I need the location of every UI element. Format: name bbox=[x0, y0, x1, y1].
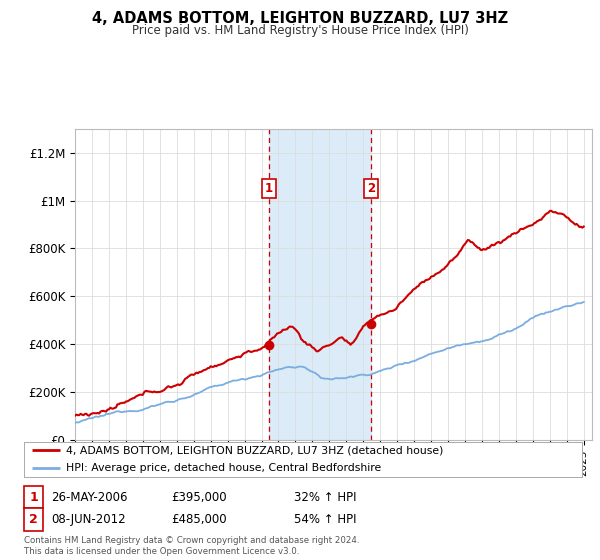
Text: 26-MAY-2006: 26-MAY-2006 bbox=[51, 491, 128, 504]
Text: 4, ADAMS BOTTOM, LEIGHTON BUZZARD, LU7 3HZ (detached house): 4, ADAMS BOTTOM, LEIGHTON BUZZARD, LU7 3… bbox=[66, 445, 443, 455]
Text: 2: 2 bbox=[367, 182, 375, 195]
Text: £485,000: £485,000 bbox=[171, 513, 227, 526]
Text: 2: 2 bbox=[29, 513, 38, 526]
Text: 1: 1 bbox=[29, 491, 38, 504]
Text: 08-JUN-2012: 08-JUN-2012 bbox=[51, 513, 125, 526]
Text: 54% ↑ HPI: 54% ↑ HPI bbox=[294, 513, 356, 526]
Text: 1: 1 bbox=[265, 182, 273, 195]
Text: Contains HM Land Registry data © Crown copyright and database right 2024.
This d: Contains HM Land Registry data © Crown c… bbox=[24, 536, 359, 556]
Text: 32% ↑ HPI: 32% ↑ HPI bbox=[294, 491, 356, 504]
Text: Price paid vs. HM Land Registry's House Price Index (HPI): Price paid vs. HM Land Registry's House … bbox=[131, 24, 469, 36]
Bar bbox=[269, 129, 371, 440]
Text: 4, ADAMS BOTTOM, LEIGHTON BUZZARD, LU7 3HZ: 4, ADAMS BOTTOM, LEIGHTON BUZZARD, LU7 3… bbox=[92, 11, 508, 26]
Text: £395,000: £395,000 bbox=[171, 491, 227, 504]
Text: HPI: Average price, detached house, Central Bedfordshire: HPI: Average price, detached house, Cent… bbox=[66, 464, 381, 473]
